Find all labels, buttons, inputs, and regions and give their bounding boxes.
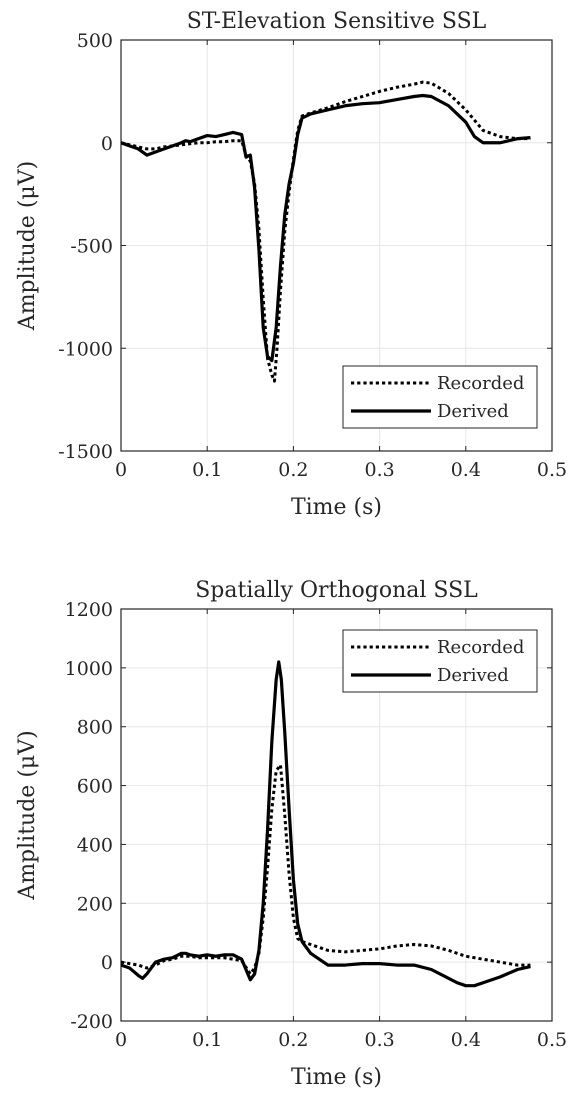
x-tick-label: 0.5 [537, 459, 567, 481]
y-tick-label: 1200 [65, 599, 113, 621]
y-tick-label: 600 [77, 776, 113, 798]
y-tick-label: 800 [77, 717, 113, 739]
y-axis-label: Amplitude (μV) [15, 161, 40, 331]
y-tick-label: -1500 [58, 441, 113, 463]
legend-label-recorded: Recorded [437, 637, 524, 658]
x-tick-label: 0.3 [364, 459, 394, 481]
y-tick-label: -500 [70, 236, 113, 258]
series-line-derived [121, 93, 531, 363]
plot-frame [120, 608, 553, 1022]
legend-box [342, 365, 538, 429]
y-tick-label: 0 [101, 952, 113, 974]
y-tick-label: -1000 [58, 338, 113, 360]
x-tick-label: 0.4 [451, 1029, 481, 1051]
y-tick-label: 400 [77, 834, 113, 856]
x-axis-label: Time (s) [291, 495, 382, 520]
series-line-recorded [121, 80, 531, 383]
y-tick-label: 0 [101, 133, 113, 155]
y-tick-label: 1000 [65, 658, 113, 680]
y-tick-label: 200 [77, 893, 113, 915]
series-line-derived [121, 660, 531, 988]
legend-label-derived: Derived [437, 665, 509, 686]
legend: Recorded Derived [342, 629, 538, 693]
x-axis-label: Time (s) [291, 1065, 382, 1090]
legend: Recorded Derived [342, 365, 538, 429]
x-tick-label: 0 [115, 459, 127, 481]
chart-title: Spatially Orthogonal SSL [195, 578, 478, 603]
x-tick-label: 0.5 [537, 1029, 567, 1051]
y-tick-label: 500 [77, 30, 113, 52]
chart-panel-2: 0 0.1 0.2 0.3 0.4 0.5-20002004006008001000120… [15, 578, 567, 1090]
x-tick-label: 0.1 [192, 1029, 222, 1051]
y-tick-label: -200 [70, 1011, 113, 1033]
x-tick-label: 0 [115, 1029, 127, 1051]
legend-label-derived: Derived [437, 401, 509, 422]
chart-title: ST-Elevation Sensitive SSL [187, 9, 487, 34]
x-tick-label: 0.1 [192, 459, 222, 481]
x-tick-label: 0.3 [364, 1029, 394, 1051]
legend-label-recorded: Recorded [437, 373, 524, 394]
y-axis-label: Amplitude (μV) [15, 730, 40, 900]
x-tick-label: 0.4 [451, 459, 481, 481]
chart-panel-1: 0 0.1 0.2 0.3 0.4 0.5 -1500 -1000 -500 0 500 ST-Ele… [15, 9, 567, 520]
x-tick-label: 0.2 [278, 1029, 308, 1051]
legend-box [342, 629, 538, 693]
x-tick-label: 0.2 [278, 459, 308, 481]
